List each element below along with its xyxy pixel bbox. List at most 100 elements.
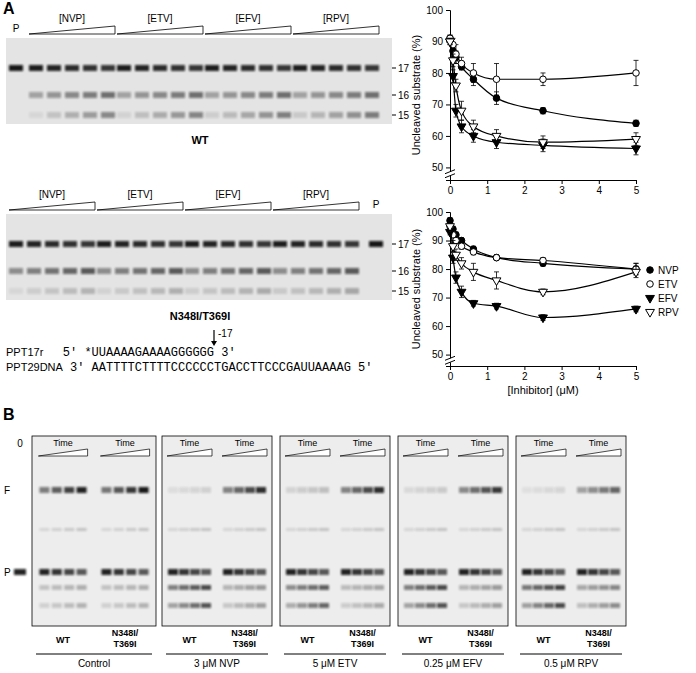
gel-band <box>97 268 111 274</box>
error-bar <box>471 64 476 83</box>
gel-band <box>544 603 554 608</box>
gel-band <box>415 585 425 590</box>
gel-band <box>190 585 200 590</box>
gel-band <box>179 585 189 590</box>
point <box>492 278 501 286</box>
gel-band <box>404 585 414 590</box>
gel-band <box>492 569 502 575</box>
point <box>540 257 547 264</box>
point <box>457 124 466 132</box>
gel-band <box>522 487 532 493</box>
point <box>469 269 478 277</box>
gel-band <box>126 528 136 531</box>
gel-band <box>309 241 323 247</box>
gel-band <box>599 487 609 493</box>
gel-band <box>352 585 362 590</box>
gel-band <box>117 92 131 98</box>
tick: 0 <box>448 180 454 196</box>
point <box>446 224 455 232</box>
gel-band <box>189 92 203 98</box>
gel-band <box>101 528 111 531</box>
tick-label: 1 <box>485 371 491 382</box>
gel-band <box>169 268 183 274</box>
gel-band <box>64 603 74 608</box>
lane-label: 0 <box>17 438 23 449</box>
gel-band <box>223 92 237 98</box>
gel-band <box>374 487 384 493</box>
condition-label: Control <box>78 658 110 669</box>
gel-band <box>169 288 183 294</box>
tick-mark <box>562 180 563 184</box>
gel-band <box>29 112 43 118</box>
gel-band <box>459 528 469 531</box>
gel-band <box>365 65 379 71</box>
gel-band <box>319 487 329 493</box>
gel-band <box>81 288 95 294</box>
size-label: 16 <box>398 90 410 101</box>
tick-label: 50 <box>432 349 444 360</box>
gel-band <box>77 569 87 575</box>
gel-band <box>256 569 266 575</box>
gel-band <box>481 569 491 575</box>
point <box>539 140 548 148</box>
tick-mark <box>446 241 450 242</box>
wedge <box>38 449 87 456</box>
gel-band <box>14 569 26 575</box>
gel-band <box>205 112 219 118</box>
tick: 70 <box>432 99 450 110</box>
gel-band <box>168 569 178 575</box>
axis-break <box>445 174 455 178</box>
lane-label: WT <box>419 635 433 645</box>
underline <box>402 654 504 655</box>
gel-band <box>308 603 318 608</box>
size-tick <box>392 95 396 96</box>
gel-band <box>139 603 149 608</box>
point <box>449 244 458 252</box>
time-label: Time <box>115 438 135 448</box>
point <box>632 137 641 145</box>
point <box>633 70 640 77</box>
gel-band <box>81 241 95 247</box>
axis: 012345 <box>448 366 640 382</box>
gel-band <box>347 92 361 98</box>
gel-band <box>437 569 447 575</box>
series-line <box>450 226 636 269</box>
gel-band <box>135 92 149 98</box>
legend-marker <box>646 295 655 303</box>
gel-band <box>577 603 587 608</box>
gel-band <box>319 569 329 575</box>
legend-label: ETV <box>658 279 678 290</box>
gel-band <box>115 288 129 294</box>
tick: 80 <box>432 68 450 79</box>
gel-band <box>327 241 341 247</box>
gel-band <box>185 288 199 294</box>
lane-label: [ETV] <box>147 13 172 24</box>
underline <box>520 654 622 655</box>
series-line <box>450 226 636 292</box>
gel-band <box>437 487 447 493</box>
chart: 0123455060708090100Uncleaved substrate (… <box>410 5 640 196</box>
gel-band <box>256 585 266 590</box>
gel-band <box>404 487 414 493</box>
lane-label: WT <box>56 635 70 645</box>
wedge <box>340 449 385 456</box>
tick-mark <box>636 366 637 370</box>
point <box>457 289 466 297</box>
tick-mark <box>599 366 600 370</box>
gel-band <box>404 569 414 575</box>
gel-band <box>352 487 362 493</box>
gel-band <box>203 268 217 274</box>
gel-band <box>369 241 383 247</box>
gel-panel: [NVP][ETV][EFV][RPV]P171615WT <box>6 13 410 146</box>
gel-band <box>415 528 425 531</box>
gel-band <box>139 585 149 590</box>
gel-band <box>555 603 565 608</box>
gel-band <box>533 487 543 493</box>
error-bar <box>494 255 499 261</box>
gel-band <box>47 65 61 71</box>
point <box>492 133 501 141</box>
tick: 60 <box>432 131 450 142</box>
size-label: 17 <box>398 239 410 250</box>
tick: 90 <box>432 235 450 246</box>
gel-band <box>77 603 87 608</box>
